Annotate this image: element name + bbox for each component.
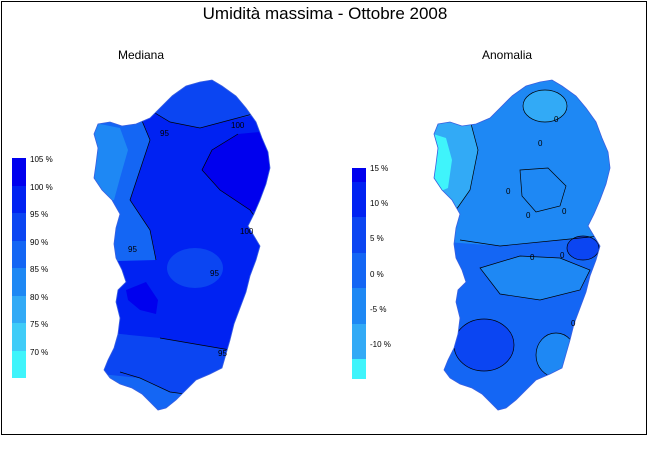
contour-line: [459, 235, 601, 247]
legend-mediana: [12, 158, 26, 378]
contour-label: 0: [526, 211, 531, 220]
subtitle-mediana: Mediana: [118, 48, 165, 62]
legend-swatch: [352, 288, 366, 324]
legend-swatch: [352, 217, 366, 253]
legend-swatch: [12, 268, 26, 296]
legend-label: 80 %: [30, 293, 49, 302]
contour-line: [129, 115, 157, 261]
figure-title: Umidità massima - Ottobre 2008: [202, 4, 448, 23]
legend-label: 0 %: [370, 270, 384, 279]
contour-label: 0: [562, 207, 567, 216]
contour-label: 0: [560, 251, 565, 260]
legend-swatch: [352, 359, 366, 379]
contour-label: 100: [231, 121, 245, 130]
contour-region: [567, 236, 599, 260]
contour-label: 0: [538, 139, 543, 148]
legend-label: -5 %: [370, 305, 387, 314]
contour-line: [455, 119, 479, 211]
legend-label: 105 %: [30, 155, 53, 164]
contour-line: [479, 255, 591, 301]
legend-label: 95 %: [30, 210, 49, 219]
contour-region: [94, 120, 128, 205]
legend-label: 75 %: [30, 320, 49, 329]
contour-region: [167, 248, 223, 288]
legend-anomalia: [352, 168, 366, 379]
contour-region: [523, 90, 567, 122]
contour-line: [566, 235, 600, 261]
contour-label: 0: [571, 319, 576, 328]
contour-label: 95: [160, 129, 169, 138]
legend-swatch: [12, 350, 26, 378]
legend-label: 90 %: [30, 238, 49, 247]
contour-line: [201, 133, 263, 227]
contour-label: 95: [128, 245, 137, 254]
legend-label: 5 %: [370, 234, 384, 243]
legend-swatch: [12, 158, 26, 186]
legend-swatch: [12, 323, 26, 351]
legend-label: 10 %: [370, 199, 389, 208]
contour-region: [126, 282, 158, 314]
contour-label: 0: [530, 253, 535, 262]
contour-label: 95: [210, 269, 219, 278]
contour-label: 100: [240, 227, 254, 236]
legend-label: 15 %: [370, 164, 389, 173]
island-outline: [433, 79, 611, 411]
contour-region: [202, 130, 270, 220]
legend-label: 100 %: [30, 183, 53, 192]
contour-region: [454, 319, 514, 371]
legend-swatch: [12, 185, 26, 213]
contour-line: [522, 89, 568, 123]
legend-swatch: [352, 324, 366, 359]
contour-region: [480, 256, 590, 300]
legend-swatch: [352, 182, 366, 217]
legend-swatch: [12, 240, 26, 268]
legend-swatch: [352, 168, 366, 182]
legend-label: -10 %: [370, 340, 391, 349]
contour-line: [149, 109, 261, 129]
legend-label: 85 %: [30, 265, 49, 274]
contour-label: 0: [506, 187, 511, 196]
legend-label: 70 %: [30, 348, 49, 357]
subtitle-anomalia: Anomalia: [482, 48, 533, 62]
contour-label: 95: [218, 349, 227, 358]
contour-label: 0: [554, 115, 559, 124]
legend-swatch: [352, 253, 366, 288]
legend-swatch: [12, 213, 26, 241]
island-outline: [93, 79, 271, 411]
legend-swatch: [12, 295, 26, 323]
contour-line: [519, 167, 567, 213]
